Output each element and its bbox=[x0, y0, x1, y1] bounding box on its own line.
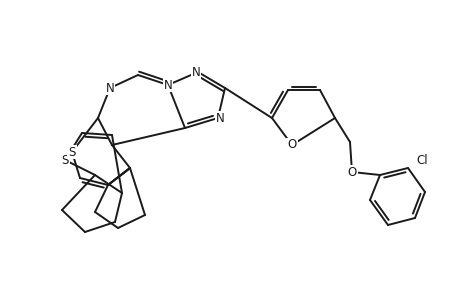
Text: S: S bbox=[61, 154, 68, 166]
Text: O: O bbox=[347, 166, 356, 178]
Text: O: O bbox=[287, 139, 296, 152]
Text: S: S bbox=[68, 146, 76, 158]
Text: N: N bbox=[106, 82, 114, 94]
Text: N: N bbox=[191, 65, 200, 79]
Text: Cl: Cl bbox=[415, 154, 427, 166]
Text: N: N bbox=[215, 112, 224, 124]
Text: N: N bbox=[163, 79, 172, 92]
